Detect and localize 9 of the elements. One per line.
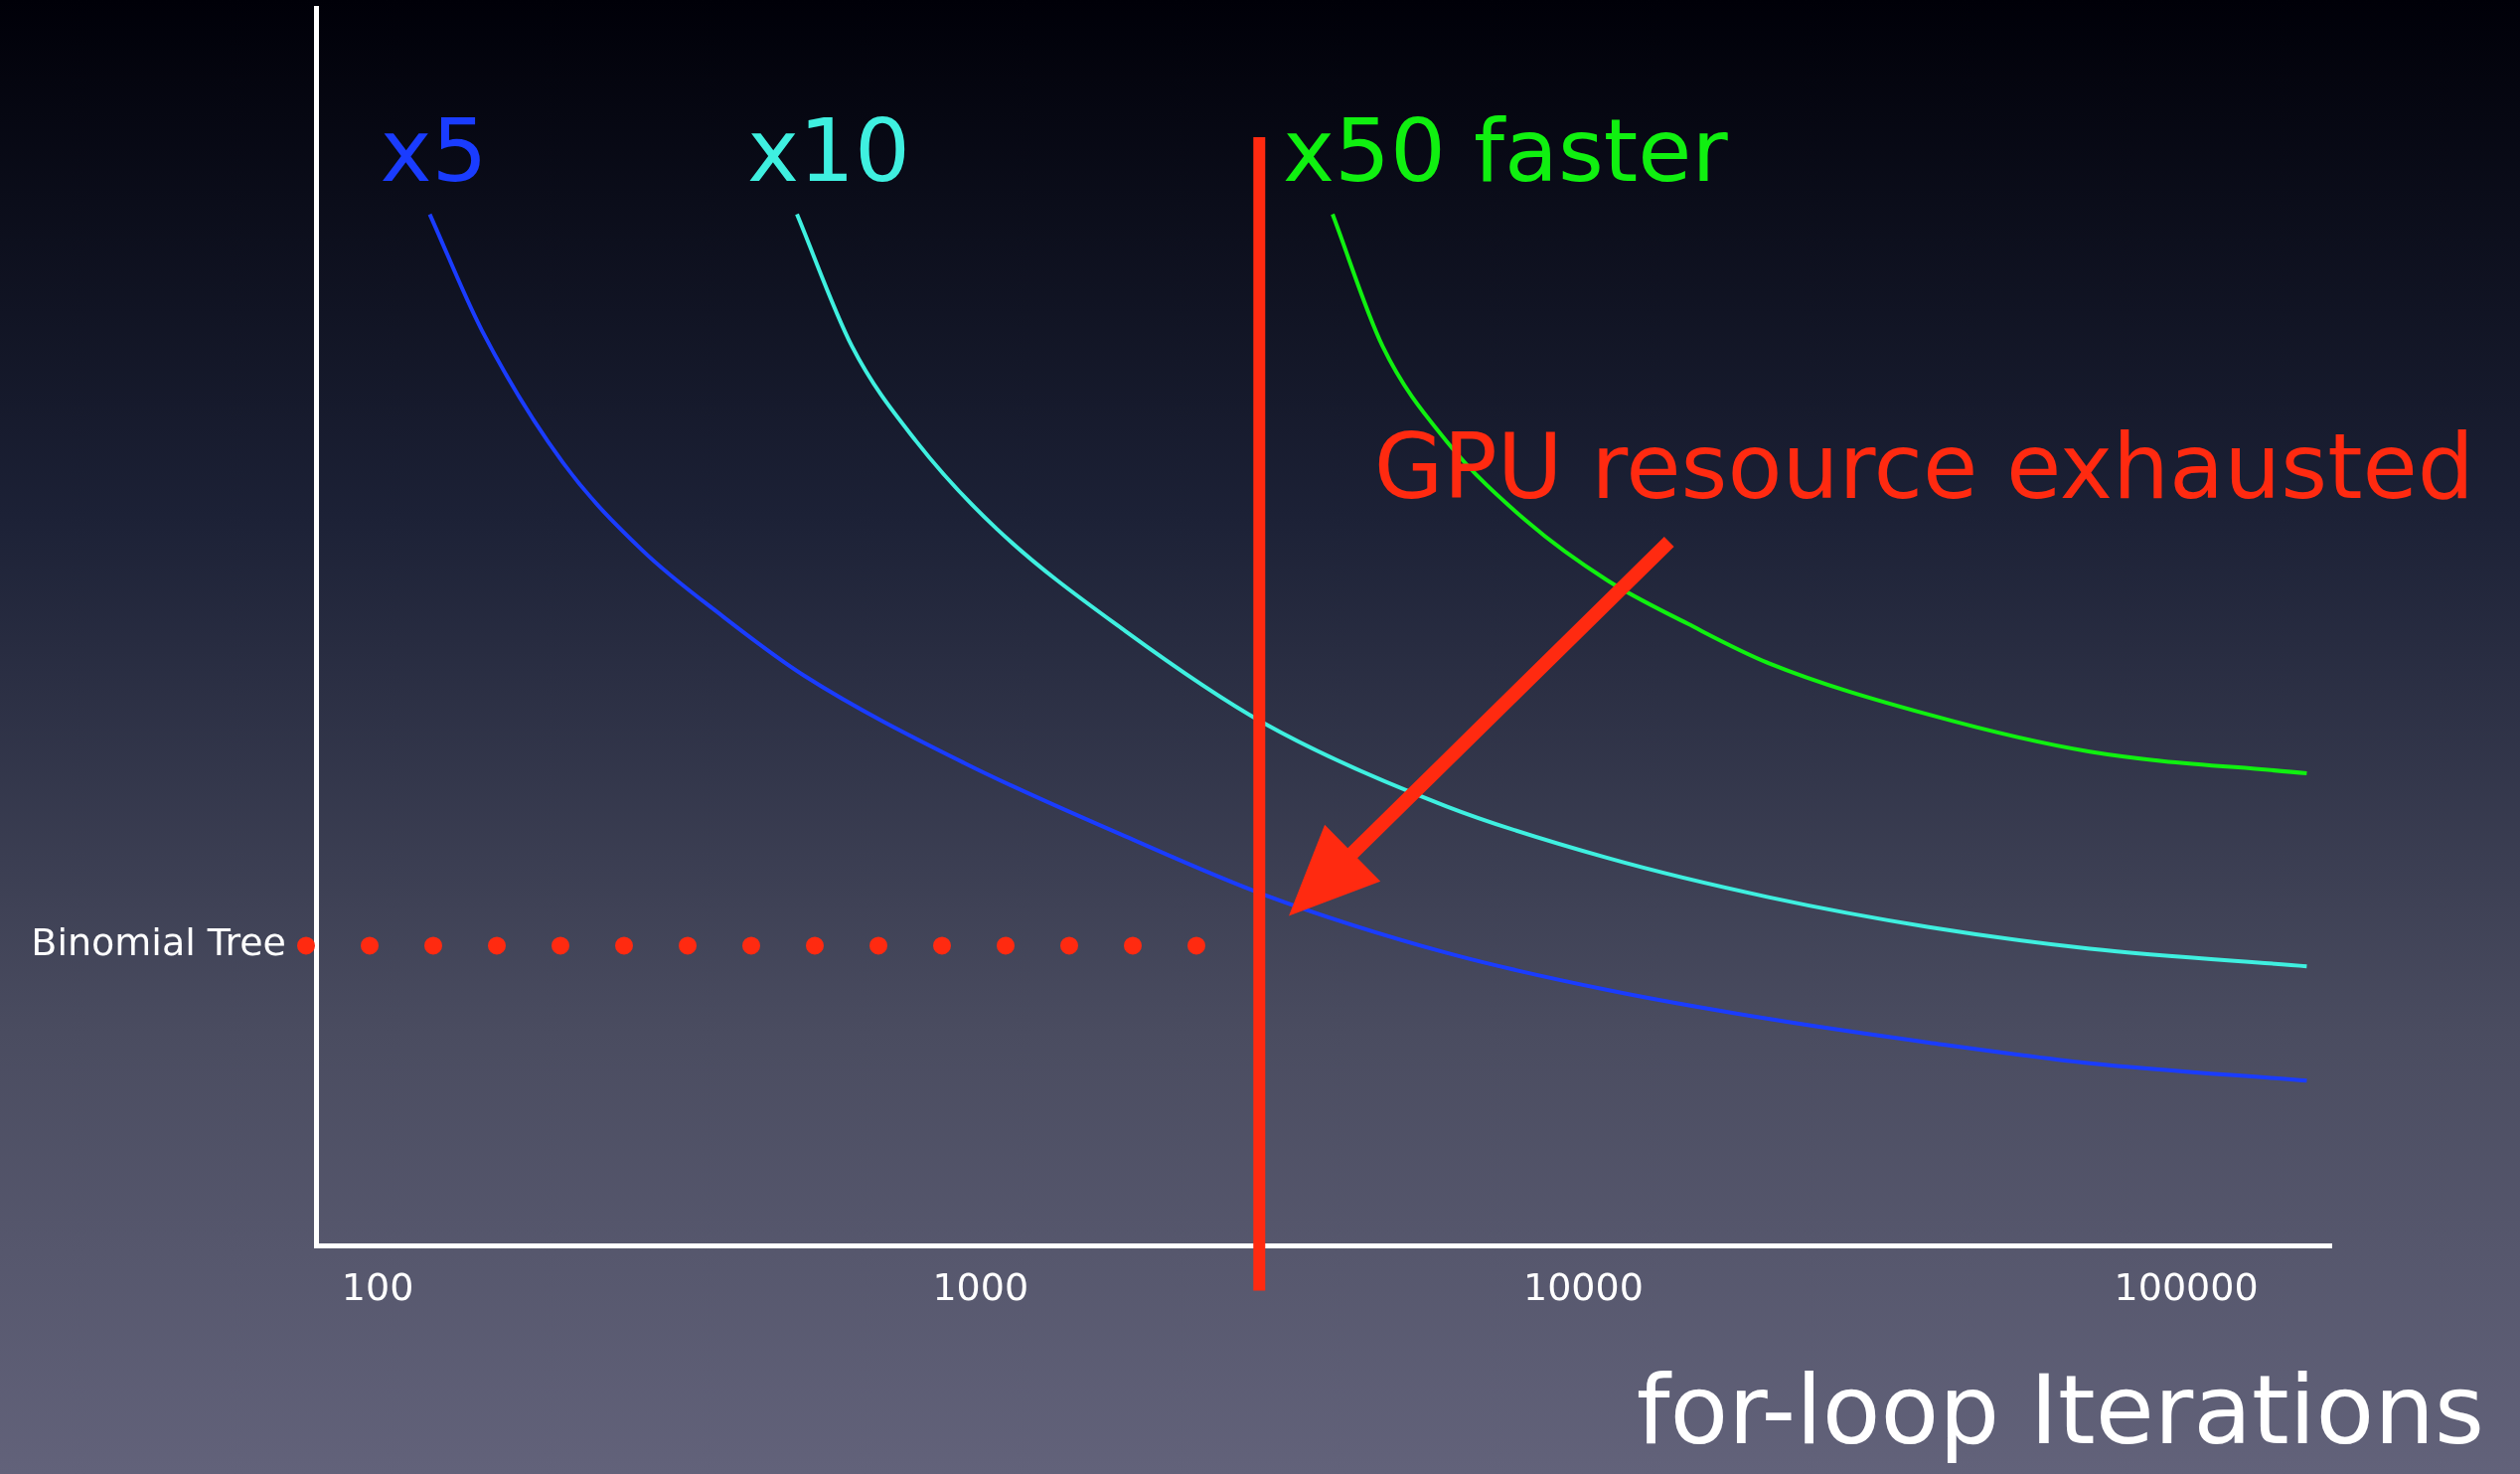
- x-tick-label: 1000: [932, 1265, 1029, 1310]
- series-label: x5: [380, 99, 488, 203]
- x-tick-label: 100: [341, 1265, 414, 1310]
- x-tick-label: 10000: [1522, 1265, 1644, 1310]
- x-axis-title: for-loop Iterations: [1636, 1354, 2484, 1466]
- ref-line-label: Binomial Tree: [31, 920, 286, 965]
- series-label: x10: [747, 99, 911, 203]
- series-label: x50 faster: [1283, 99, 1729, 203]
- x-tick-label: 100000: [2114, 1265, 2259, 1310]
